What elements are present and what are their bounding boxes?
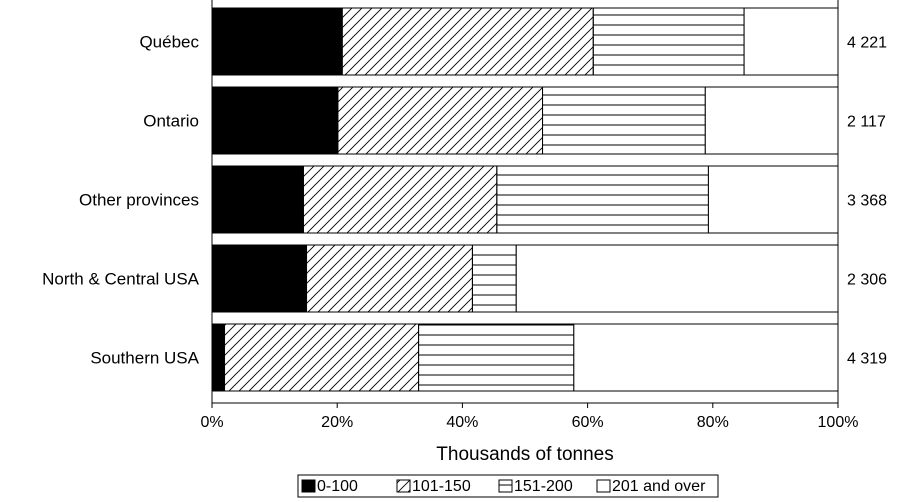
bar-segment xyxy=(743,7,839,76)
category-labels: Québec Ontario Other provinces North & Cent… xyxy=(42,33,199,368)
bar-segment xyxy=(496,165,709,234)
legend-label: 151-200 xyxy=(514,478,573,495)
bar-segment xyxy=(542,86,706,155)
bar-segment xyxy=(337,86,544,155)
bar-segment xyxy=(471,244,517,313)
bar-segment xyxy=(211,7,343,76)
x-tick-label: 0% xyxy=(200,414,223,431)
bar-segment xyxy=(515,244,839,313)
bar-segment xyxy=(211,244,308,313)
total-label: 2 117 xyxy=(847,114,886,131)
bar-segment xyxy=(418,323,575,392)
total-labels: 4 221 2 117 3 368 2 306 4 319 xyxy=(847,35,887,368)
total-label: 2 306 xyxy=(847,272,887,289)
bar-segment xyxy=(704,86,839,155)
total-label: 4 319 xyxy=(847,351,887,368)
legend-label: 201 and over xyxy=(612,478,706,495)
legend: 0-100 101-150 151-200 201 and over xyxy=(297,474,719,498)
total-label: 4 221 xyxy=(847,35,887,52)
total-label: 3 368 xyxy=(847,193,887,210)
legend-swatch xyxy=(596,479,611,493)
x-tick-label: 60% xyxy=(572,414,604,431)
x-tick-label: 80% xyxy=(697,414,729,431)
category-label: North & Central USA xyxy=(42,270,199,289)
category-label: Other provinces xyxy=(79,191,199,210)
x-axis: 0% 20% 40% 60% 80% 100% xyxy=(200,0,858,431)
legend-swatch xyxy=(396,479,411,493)
legend-swatch xyxy=(301,479,316,493)
x-axis-title: Thousands of tonnes xyxy=(436,444,613,465)
bar-segment xyxy=(306,244,473,313)
legend-swatch xyxy=(498,479,513,493)
bar-segment xyxy=(592,7,745,76)
bar-segment xyxy=(211,86,339,155)
bar-segment xyxy=(211,165,304,234)
x-axis-ticks: 0% 20% 40% 60% 80% 100% xyxy=(200,403,858,431)
bar-segment xyxy=(341,7,594,76)
legend-label: 101-150 xyxy=(412,478,471,495)
legend-label: 0-100 xyxy=(317,478,358,495)
category-label: Ontario xyxy=(143,112,199,131)
category-label: Southern USA xyxy=(90,349,199,368)
bar-segment xyxy=(707,165,839,234)
bar-segment xyxy=(224,323,420,392)
bar-segment xyxy=(211,323,226,392)
bars-group xyxy=(211,7,839,392)
x-tick-label: 20% xyxy=(321,414,353,431)
x-tick-label: 40% xyxy=(446,414,478,431)
legend-items: 0-100 101-150 151-200 201 and over xyxy=(301,478,706,495)
category-label: Québec xyxy=(139,33,199,52)
bar-segment xyxy=(302,165,498,234)
x-tick-label: 100% xyxy=(818,414,859,431)
bar-segment xyxy=(573,323,839,392)
